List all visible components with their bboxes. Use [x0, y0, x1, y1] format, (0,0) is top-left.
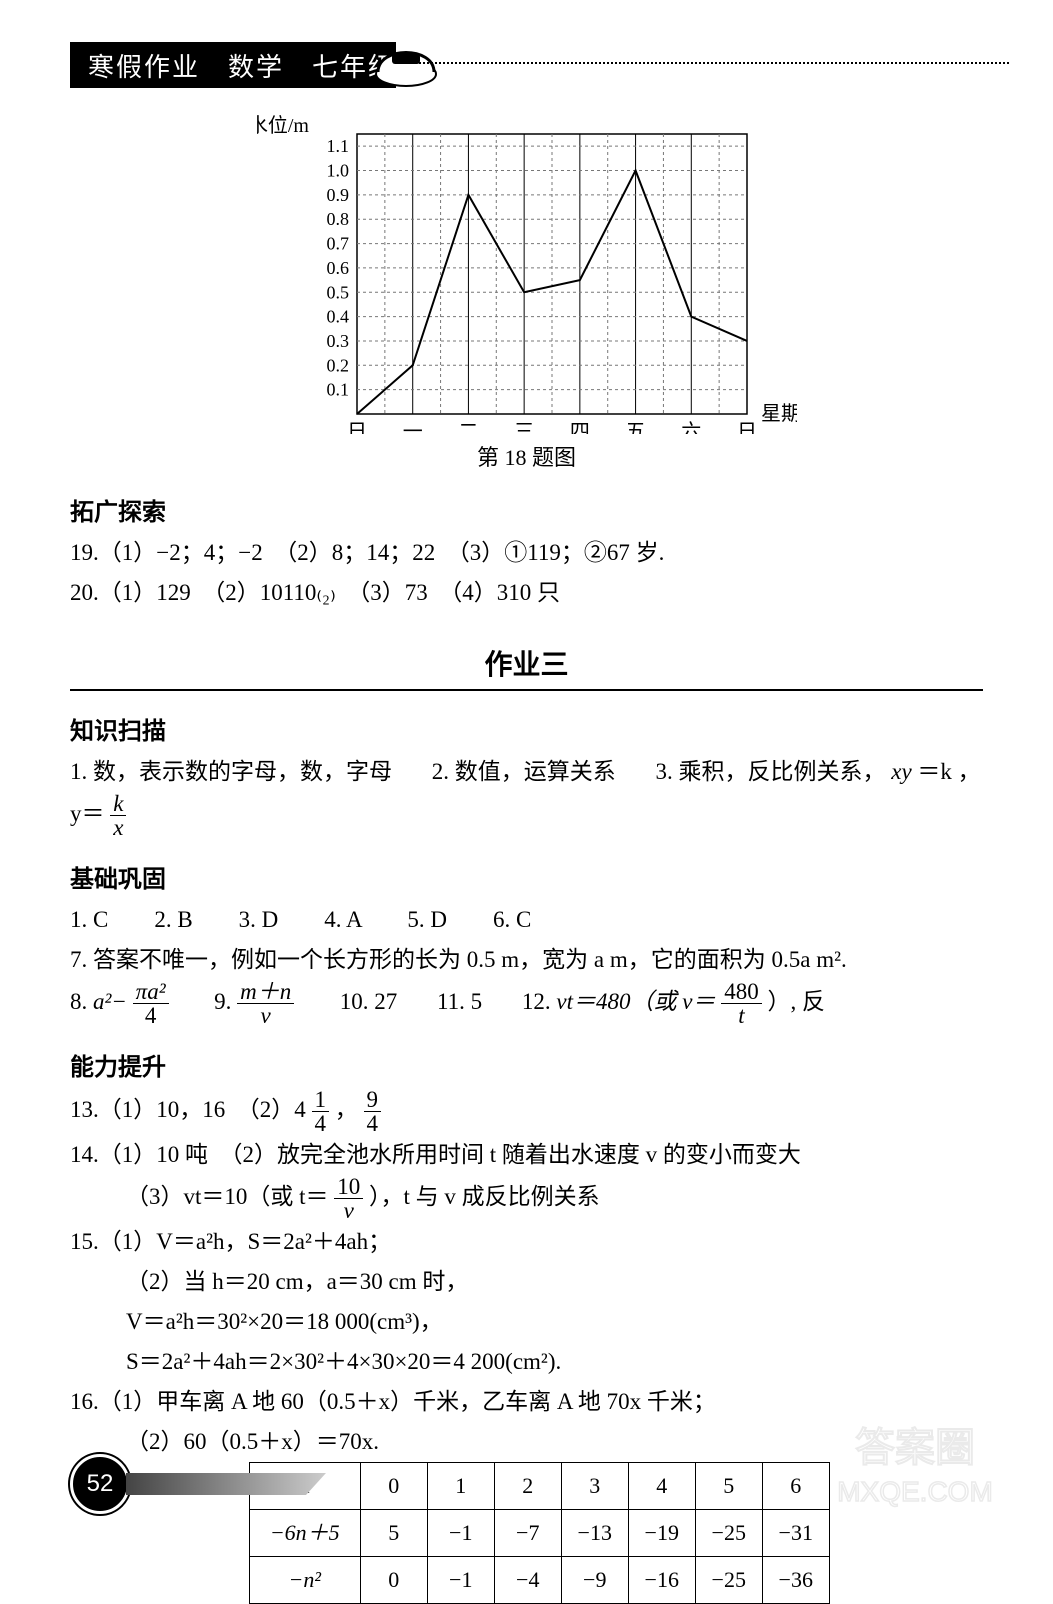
scan-line: 1. 数，表示数的字母，数，字母 2. 数值，运算关系 3. 乘积，反比例关系，… [70, 752, 983, 839]
svg-text:星期: 星期 [761, 403, 797, 425]
svg-text:五: 五 [625, 421, 645, 434]
q15a: 15.（1）V＝a²h，S＝2a²＋4ah； [70, 1222, 983, 1262]
svg-text:0.9: 0.9 [326, 185, 349, 205]
section-expand: 拓广探索 [70, 492, 983, 527]
scan3a: 3. 乘积，反比例关系， [656, 759, 886, 784]
q7: 7. 答案不唯一，例如一个长方形的长为 0.5 m，宽为 a m，它的面积为 0… [70, 940, 983, 980]
svg-text:0.2: 0.2 [326, 355, 349, 375]
svg-text:0.6: 0.6 [326, 258, 349, 278]
watermark: 答案圈 MXQE.COM [805, 1423, 1025, 1518]
assignment-3-title: 作业三 [70, 643, 983, 683]
q8-12: 8. a²− πa² 4 9. m＋n v 10. 27 11. 5 12. v… [70, 980, 983, 1027]
page-header: 寒假作业 数学 七年级 [70, 42, 396, 88]
svg-text:MXQE.COM: MXQE.COM [837, 1476, 993, 1507]
q15d: S＝2a²＋4ah＝2×30²＋4×30×20＝4 200(cm²). [70, 1342, 983, 1382]
q15c: V＝a²h＝30²×20＝18 000(cm³)， [70, 1302, 983, 1342]
q14a: 14.（1）10 吨 （2）放完全池水所用时间 t 随着出水速度 v 的变小而变… [70, 1135, 983, 1175]
svg-text:1.0: 1.0 [326, 161, 349, 181]
svg-text:答案圈: 答案圈 [855, 1425, 975, 1470]
svg-text:水位/m: 水位/m [257, 114, 309, 137]
svg-text:三: 三 [514, 421, 534, 434]
svg-text:六: 六 [681, 420, 701, 434]
svg-text:0.7: 0.7 [326, 234, 349, 254]
svg-text:二: 二 [458, 421, 478, 434]
chart-caption: 第 18 题图 [70, 440, 983, 472]
header-text: 寒假作业 数学 七年级 [88, 47, 396, 84]
q20: 20.（1）129 （2）10110₍₂₎ （3）73 （4）310 只 [70, 573, 983, 613]
scan2: 2. 数值，运算关系 [432, 759, 616, 784]
section-scan: 知识扫描 [70, 711, 983, 746]
q16a: 16.（1）甲车离 A 地 60（0.5＋x）千米，乙车离 A 地 70x 千米… [70, 1382, 983, 1422]
q14b: （3）vt＝10（或 t＝ 10 v ），t 与 v 成反比例关系 [70, 1175, 983, 1222]
svg-text:0.5: 0.5 [326, 282, 349, 302]
q13: 13.（1）10，16 （2）4 1 4 ， 9 4 [70, 1088, 983, 1135]
svg-text:日: 日 [347, 421, 367, 434]
svg-text:0.8: 0.8 [326, 209, 349, 229]
svg-text:一: 一 [402, 421, 422, 434]
q17-table: n0123456 −6n＋55−1−7−13−19−25−31 −n²0−1−4… [249, 1462, 830, 1604]
base-mc: 1. C 2. B 3. D 4. A 5. D 6. C [70, 900, 983, 940]
scan3-frac: k x [110, 792, 126, 839]
svg-text:四: 四 [569, 421, 589, 434]
svg-text:日: 日 [737, 421, 757, 434]
dotted-rule [400, 62, 1009, 64]
scan3-xy: xy [891, 759, 911, 784]
svg-text:0.4: 0.4 [326, 307, 349, 327]
svg-text:0.1: 0.1 [326, 380, 349, 400]
water-level-chart: 0.1 0.2 0.3 0.4 0.5 0.6 0.7 0.8 0.9 1.0 1.1 日 一 二 三 四 五 六… [70, 114, 983, 434]
svg-text:1.1: 1.1 [326, 136, 349, 156]
divider [70, 689, 983, 691]
q15b: （2）当 h＝20 cm，a＝30 cm 时， [70, 1262, 983, 1302]
section-base: 基础巩固 [70, 859, 983, 894]
q19: 19.（1）−2；4；−2 （2）8；14；22 （3）①119；②67 岁. [70, 533, 983, 573]
page-number-wrap: 52 [70, 1454, 326, 1514]
svg-text:0.3: 0.3 [326, 331, 349, 351]
scan1: 1. 数，表示数的字母，数，字母 [70, 759, 392, 784]
section-up: 能力提升 [70, 1047, 983, 1082]
page-bar [126, 1473, 326, 1495]
page-number: 52 [70, 1454, 130, 1514]
